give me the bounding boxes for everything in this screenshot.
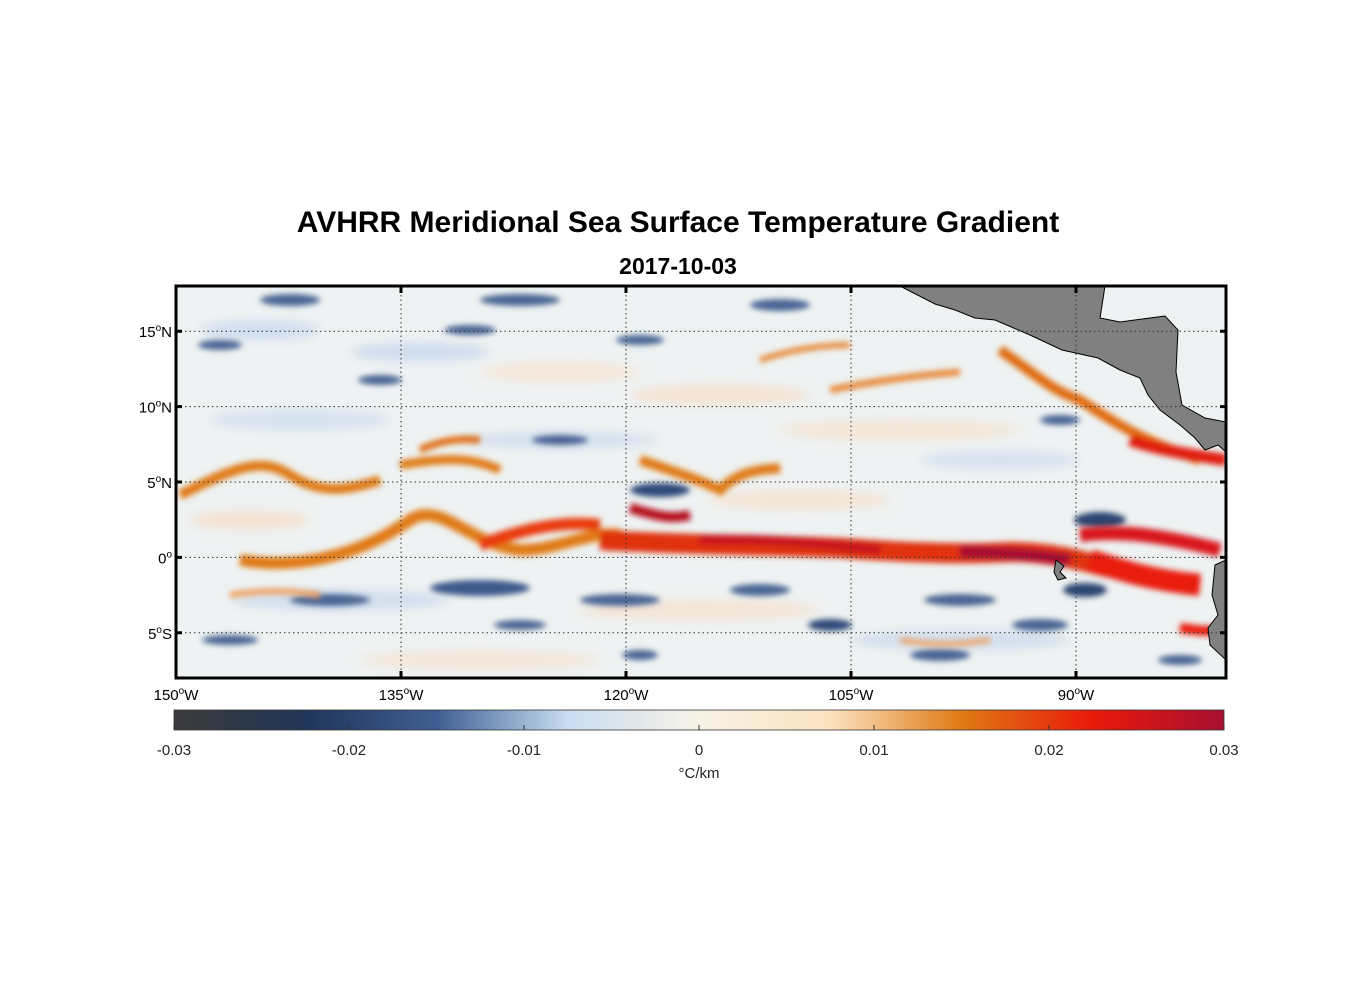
longitude-labels: 150oW 135oW 120oW 105oW 90oW [154, 686, 1095, 704]
lon-tick-label: 150oW [154, 686, 200, 704]
lon-tick-label: 135oW [379, 686, 425, 704]
chart-subtitle: 2017-10-03 [619, 253, 737, 279]
land-central-america [899, 286, 1226, 453]
colorbar-tick-label: 0 [695, 742, 703, 759]
map-ticks [174, 286, 1226, 678]
lat-tick-label: 0o [158, 549, 172, 567]
lon-tick-label: 120oW [604, 686, 650, 704]
colorbar-labels: -0.03 -0.02 -0.01 0 0.01 0.02 0.03 [157, 742, 1239, 759]
colorbar-unit: °C/km [679, 765, 720, 782]
sst-gradient-field [176, 286, 1226, 678]
lat-tick-label: 15oN [139, 323, 172, 341]
land-galapagos [1053, 559, 1067, 581]
colorbar-tick-label: -0.03 [157, 742, 191, 759]
colorbar-tick-label: -0.01 [507, 742, 541, 759]
lat-tick-label: 5oN [147, 474, 172, 492]
colorbar-tick-label: 0.03 [1209, 742, 1238, 759]
lon-tick-label: 105oW [829, 686, 875, 704]
colorbar-tick-label: -0.02 [332, 742, 366, 759]
lon-tick-label: 90oW [1058, 686, 1095, 704]
colorbar-tick-label: 0.02 [1034, 742, 1063, 759]
colorbar-tick-label: 0.01 [859, 742, 888, 759]
land-south-america [1207, 559, 1226, 661]
colorbar-ticks [173, 725, 1225, 730]
lat-tick-label: 5oS [148, 625, 172, 643]
lat-tick-label: 10oN [139, 399, 172, 417]
latitude-labels: 15oN 10oN 5oN 0o 5oS [139, 323, 173, 643]
chart-title: AVHRR Meridional Sea Surface Temperature… [296, 206, 1060, 239]
